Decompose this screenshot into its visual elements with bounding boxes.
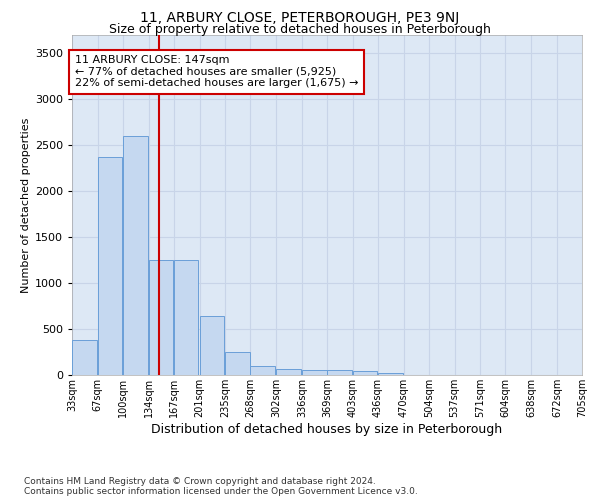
Bar: [98, 157, 122, 375]
Bar: [149, 260, 173, 375]
X-axis label: Distribution of detached houses by size in Peterborough: Distribution of detached houses by size …: [151, 422, 503, 436]
Text: 11 ARBURY CLOSE: 147sqm
← 77% of detached houses are smaller (5,925)
22% of semi: 11 ARBURY CLOSE: 147sqm ← 77% of detache…: [75, 55, 359, 88]
Text: Contains HM Land Registry data © Crown copyright and database right 2024.
Contai: Contains HM Land Registry data © Crown c…: [24, 476, 418, 496]
Bar: [226, 352, 250, 375]
Bar: [353, 372, 377, 375]
Bar: [276, 370, 301, 375]
Bar: [302, 370, 326, 375]
Text: 11, ARBURY CLOSE, PETERBOROUGH, PE3 9NJ: 11, ARBURY CLOSE, PETERBOROUGH, PE3 9NJ: [140, 11, 460, 25]
Bar: [72, 340, 97, 375]
Bar: [378, 373, 403, 375]
Text: Size of property relative to detached houses in Peterborough: Size of property relative to detached ho…: [109, 22, 491, 36]
Bar: [250, 366, 275, 375]
Bar: [199, 316, 224, 375]
Bar: [173, 260, 199, 375]
Y-axis label: Number of detached properties: Number of detached properties: [20, 118, 31, 292]
Bar: [123, 136, 148, 375]
Bar: [327, 370, 352, 375]
